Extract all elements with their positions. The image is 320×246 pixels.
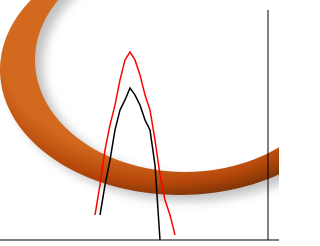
series-line xyxy=(95,52,175,235)
background-image xyxy=(0,0,279,201)
series-line xyxy=(100,88,160,240)
chart xyxy=(0,0,279,246)
